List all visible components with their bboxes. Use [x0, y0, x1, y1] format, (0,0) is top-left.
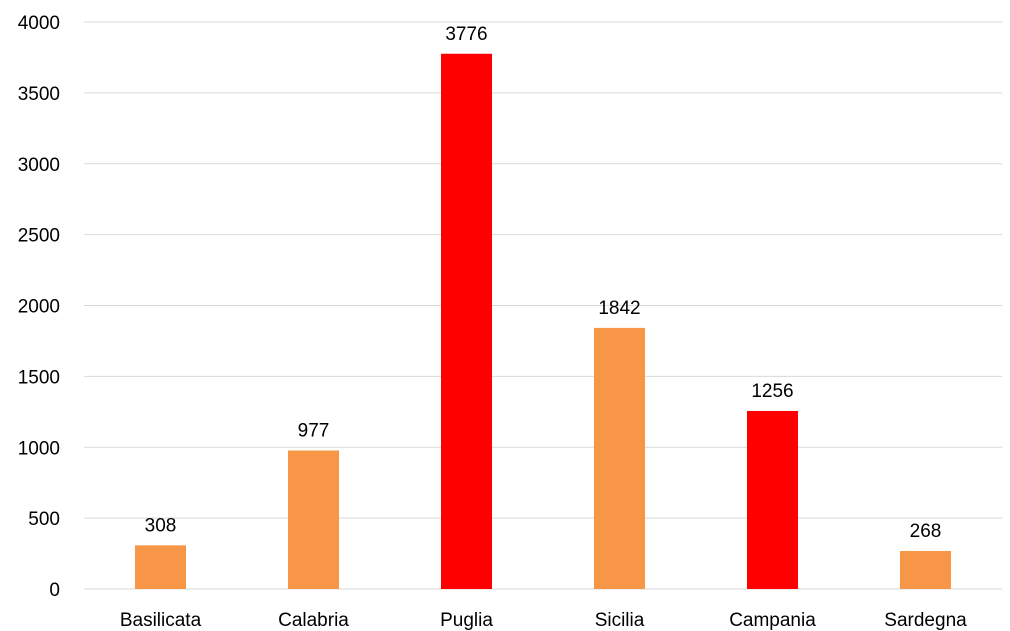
y-tick-label: 2000	[18, 297, 60, 318]
data-label: 1842	[598, 298, 640, 319]
data-labels: 308 977 3776 1842 1256 268	[145, 24, 942, 542]
y-tick-label: 1500	[18, 367, 60, 388]
y-tick-label: 3500	[18, 84, 60, 105]
bar-calabria	[288, 450, 339, 589]
gridlines	[84, 21, 1002, 590]
bar-campania	[747, 410, 798, 589]
data-label: 3776	[445, 24, 487, 45]
y-tick-label: 0	[49, 580, 60, 601]
data-label: 308	[145, 515, 177, 536]
y-tick-label: 4000	[18, 13, 60, 34]
bar-puglia	[441, 53, 492, 589]
bar-basilicata	[135, 545, 186, 589]
bars	[135, 53, 951, 589]
category-label: Campania	[729, 610, 816, 631]
data-label: 1256	[751, 381, 793, 402]
category-label: Basilicata	[120, 610, 202, 631]
bar-sardegna	[900, 551, 951, 589]
y-tick-label: 3000	[18, 155, 60, 176]
category-label: Sicilia	[595, 610, 645, 631]
y-tick-label: 1000	[18, 438, 60, 459]
category-label: Puglia	[440, 610, 493, 631]
y-tick-label: 2500	[18, 226, 60, 247]
data-label: 268	[910, 521, 942, 542]
bar-sicilia	[594, 327, 645, 589]
category-label: Sardegna	[884, 610, 967, 631]
y-axis-tick-labels: 0 500 1000 1500 2000 2500 3000 3500 4000	[18, 13, 60, 601]
data-label: 977	[298, 421, 330, 442]
y-tick-label: 500	[28, 509, 60, 530]
category-label: Calabria	[278, 610, 349, 631]
x-axis-category-labels: Basilicata Calabria Puglia Sicilia Campania S…	[120, 610, 967, 631]
